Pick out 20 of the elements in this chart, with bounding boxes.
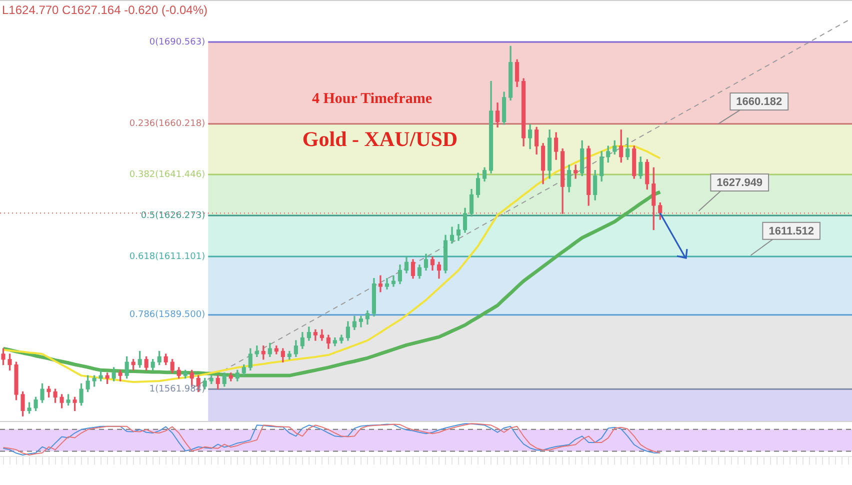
annotation: 1627.949: [716, 177, 763, 190]
annotation: 1611.512: [768, 225, 814, 238]
y-tick-label: (1690.563): [155, 37, 206, 48]
annotation: 0: [149, 37, 156, 48]
y-tick-label: (1626.273): [155, 210, 206, 221]
text: 4 Hour Timeframe: [312, 91, 432, 108]
y-tick-label: (1660.218): [155, 119, 206, 130]
y-tick-label: (1589.500): [155, 310, 206, 320]
annotation: 1660.182: [736, 96, 782, 108]
text: Gold - XAU/USD: [302, 127, 458, 152]
annotation: 0.618: [129, 252, 156, 262]
annotation: 0.786: [129, 310, 156, 320]
annotation: 0.236: [129, 119, 156, 130]
annotation: 0.5: [140, 210, 156, 221]
y-tick-label: (1641.446): [155, 170, 206, 180]
annotation: 0.382: [129, 170, 156, 180]
annotation: L1624.770 C1627.164 -0.620 (-0.04%): [2, 3, 208, 17]
annotation: 1: [149, 384, 156, 394]
candlestick: [378, 275, 383, 292]
y-tick-label: (1611.101): [155, 252, 206, 262]
